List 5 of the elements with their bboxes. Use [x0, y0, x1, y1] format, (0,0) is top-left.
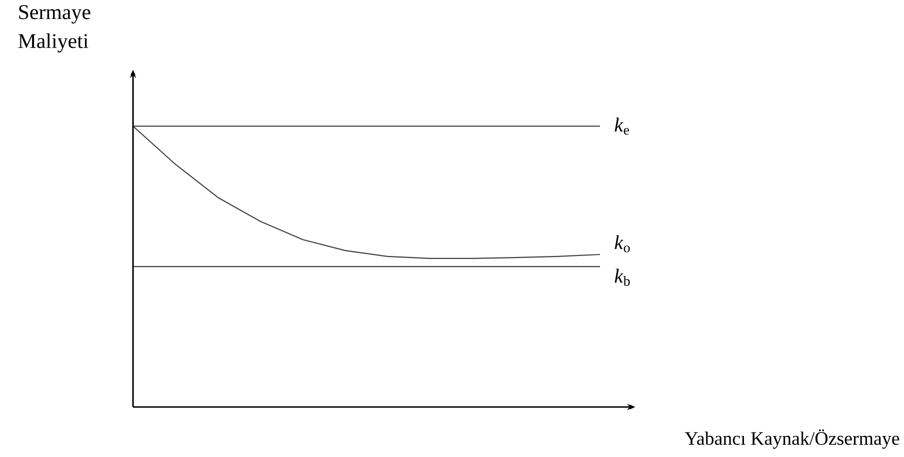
- series-label: k$_{e}$: [614, 118, 630, 135]
- series-label: k$_{b}$: [614, 268, 630, 286]
- series-label: k$_{o}$: [614, 235, 630, 252]
- y-axis-title: Sermaye Maliyeti: [18, 5, 90, 52]
- x-axis-title: Yabancı Kaynak/Özsermaye: [684, 429, 900, 449]
